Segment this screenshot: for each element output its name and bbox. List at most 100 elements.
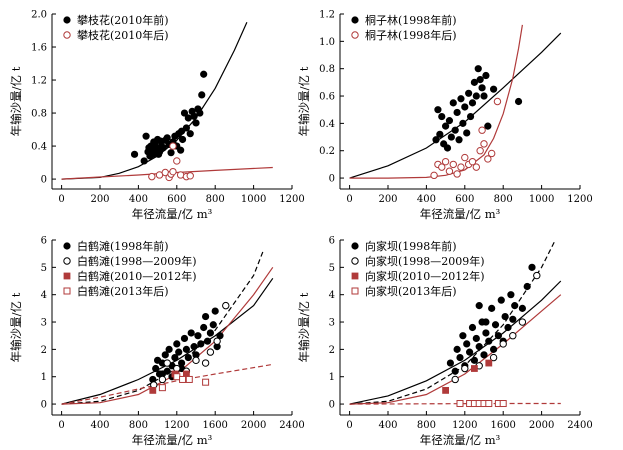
data-point [455,136,463,144]
y-tick-label: 2 [329,345,335,356]
data-point [190,112,198,120]
x-tick-label: 2400 [567,420,592,431]
legend-label: 白鹤滩(1998—2009年) [77,254,197,268]
data-point [161,351,169,359]
data-point [463,129,471,137]
x-tick-label: 200 [90,194,109,205]
data-point [482,71,490,80]
data-point [478,84,486,92]
legend-label: 向家坝(2013年后) [365,284,457,298]
legend-marker [351,31,359,39]
data-point [178,135,187,144]
data-point [509,315,517,323]
data-point [211,307,219,315]
y-tick-label: 0.4 [31,142,47,153]
legend-label: 桐子林(1998年前) [365,13,457,27]
data-point [206,329,214,337]
legend-label: 白鹤滩(1998年前) [77,239,169,253]
series-1 [430,97,502,180]
data-point [453,108,461,117]
data-point [468,157,477,166]
legend-label: 向家坝(2010—2012年) [365,269,485,283]
data-point [465,348,474,356]
x-tick-label: 800 [417,420,436,431]
data-point [445,117,454,125]
data-point [468,323,477,332]
data-point [171,353,179,362]
y-tick-label: 1 [329,372,335,383]
y-tick-label: 1 [41,372,47,383]
y-axis-label: 年输沙量/亿 t [297,292,311,362]
data-point [186,130,194,138]
data-point [185,375,193,383]
data-point [461,153,469,162]
x-tick-label: 1200 [279,194,304,205]
x-tick-label: 1200 [567,194,592,205]
data-point [504,323,512,332]
legend-marker [63,257,71,265]
data-point [509,332,517,340]
data-point [434,106,442,114]
x-tick-label: 2400 [279,420,304,431]
data-point [499,400,507,408]
data-point [158,384,166,392]
curve-fit-1998-before [349,280,562,405]
chart-panel-top-left: 0 200 400 600 800 1000 1200 0 0.4 0.8 1.2 1.6 2.0 年径流… [9,10,305,222]
x-tick-label: 1000 [529,194,554,205]
x-tick-label: 400 [378,420,397,431]
legend-label: 向家坝(1998—2009年) [365,254,485,268]
data-point [180,334,189,343]
y-tick-label: 0.4 [319,119,335,130]
x-tick-label: 800 [494,194,513,205]
y-axis-label: 年输沙量/亿 t [9,292,23,362]
legend-label: 向家坝(1998年前) [365,239,457,253]
data-point [190,343,198,351]
x-tick-label: 1600 [202,420,227,431]
series-0 [130,70,208,165]
data-point [177,146,185,154]
data-point [480,92,488,100]
series-2 [442,359,493,394]
data-point [202,312,210,321]
data-point [457,95,465,103]
y-tick-label: 0.8 [31,109,47,120]
data-point [461,103,469,111]
y-tick-label: 0 [41,400,47,411]
data-point [474,65,482,73]
data-point [482,318,490,326]
y-tick-label: 0 [329,174,335,185]
data-point [200,323,208,332]
data-point [198,91,206,99]
data-point [518,318,527,326]
data-point [159,144,167,152]
data-point [182,124,190,132]
data-point [213,337,221,345]
data-point [438,112,446,121]
y-tick-label: 2.0 [31,10,47,21]
data-point [491,321,500,329]
data-point [202,378,210,386]
data-point [175,348,183,356]
series-0 [446,263,536,375]
y-tick-label: 1.0 [319,37,335,48]
data-point [201,359,210,367]
data-point [148,172,156,181]
data-point [470,365,478,372]
legend: 攀枝花(2010年前)攀枝花(2010年后) [63,13,169,42]
data-point [222,301,230,310]
data-point [140,157,148,165]
data-point [180,109,189,117]
x-tick-label: 1200 [164,420,189,431]
data-point [493,97,502,106]
data-point [187,329,195,337]
y-tick-label: 4 [329,290,335,301]
y-tick-label: 1.2 [319,10,335,21]
data-point [163,134,171,142]
x-tick-label: 400 [90,420,109,431]
legend-label: 白鹤滩(2013年后) [77,284,169,298]
x-tick-label: 0 [58,194,64,205]
data-point [192,356,200,365]
x-tick-label: 400 [129,194,148,205]
data-point [511,302,519,310]
legend-label: 攀枝花(2010年后) [77,28,169,42]
